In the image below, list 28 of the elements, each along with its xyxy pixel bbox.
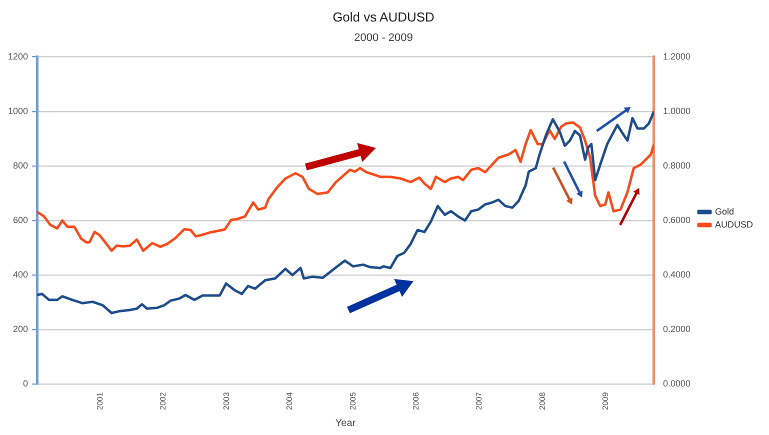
y-tick-label: 200: [12, 324, 28, 334]
x-tick-label: 2004: [285, 392, 294, 410]
y-tick-label: 0: [23, 378, 28, 389]
x-tick-label: 2005: [348, 392, 358, 410]
x-tick-label: 2001: [95, 392, 104, 410]
y2-tick-label: 0.0000: [662, 378, 690, 389]
y-tick-label: 1200: [8, 51, 28, 62]
x-axis-title: Year: [335, 418, 356, 429]
x-tick-label: 2002: [158, 392, 168, 410]
y2-tick-label: 1.0000: [662, 106, 690, 116]
legend-label: AUDUSD: [714, 219, 754, 230]
x-tick-label: 2006: [411, 392, 420, 410]
y-tick-label: 600: [12, 214, 28, 225]
y-tick-label: 800: [12, 160, 28, 170]
x-tick-label: 2003: [222, 392, 231, 410]
y2-tick-label: 1.2000: [662, 51, 690, 62]
y2-tick-label: 0.6000: [662, 214, 690, 225]
y2-tick-label: 0.2000: [662, 324, 690, 334]
y-tick-label: 1000: [8, 106, 28, 116]
legend-label: Gold: [714, 206, 734, 216]
y2-tick-label: 0.4000: [662, 270, 690, 280]
x-tick-label: 2008: [538, 392, 547, 410]
x-tick-label: 2007: [474, 392, 484, 410]
y-tick-label: 400: [12, 270, 28, 280]
chart-subtitle: 2000 - 2009: [354, 32, 413, 44]
x-tick-label: 2009: [601, 392, 610, 410]
chart-title: Gold vs AUDUSD: [332, 9, 434, 24]
y2-tick-label: 0.8000: [662, 160, 690, 170]
